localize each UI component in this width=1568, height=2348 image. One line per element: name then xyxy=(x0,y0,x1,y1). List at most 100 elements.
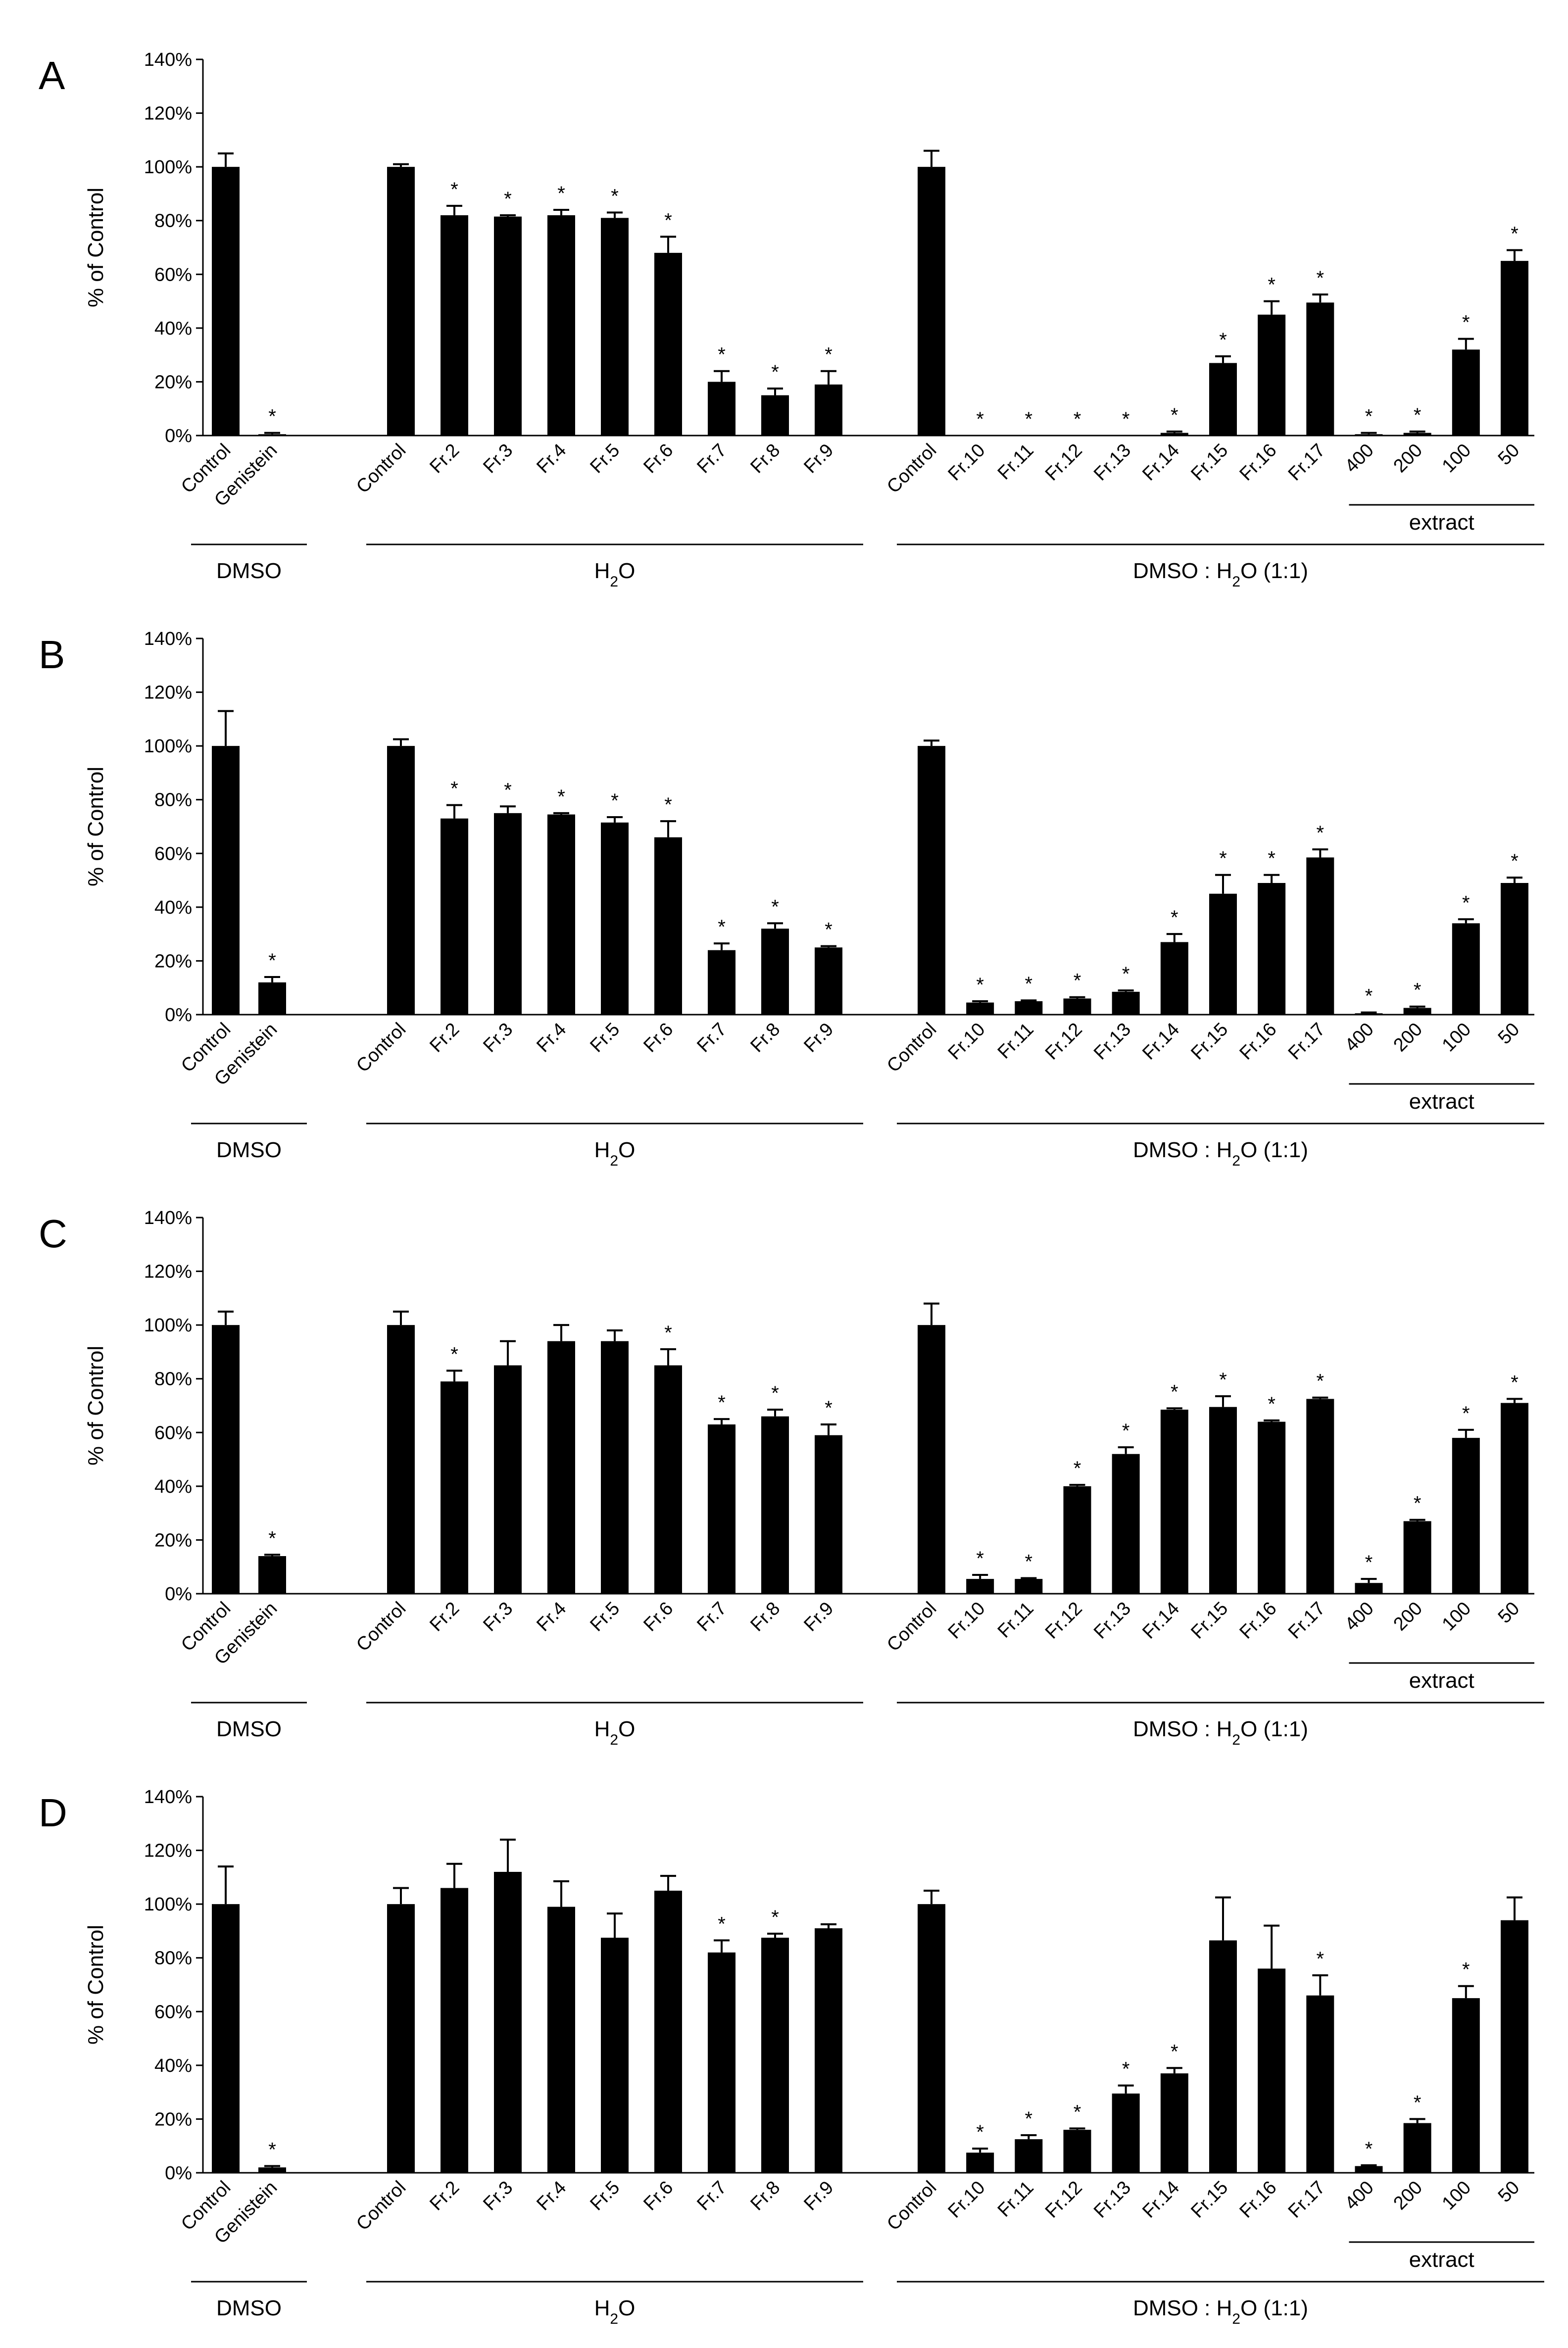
significance-star: * xyxy=(718,916,726,938)
chart-panel-A: A % of Control 0% 20% 40% 60% 80% 100% 120% 140% *… xyxy=(39,49,1544,590)
x-tick-label: Fr.6 xyxy=(639,1598,677,1636)
bar-D-21 xyxy=(1403,2123,1431,2173)
significance-star: * xyxy=(1171,2041,1178,2062)
significance-star: * xyxy=(825,919,833,941)
significance-star: * xyxy=(825,1397,833,1419)
x-tick-label: Fr.15 xyxy=(1187,1598,1232,1643)
x-tick-label: Fr.12 xyxy=(1041,1598,1086,1643)
significance-star: * xyxy=(1317,1370,1324,1392)
x-tick-label: Fr.3 xyxy=(479,1019,517,1057)
bar-B-14 xyxy=(1063,998,1091,1015)
significance-star: * xyxy=(1462,1959,1470,1981)
x-tick-label: 200 xyxy=(1389,1598,1426,1635)
x-tick-label: Fr.14 xyxy=(1138,440,1183,485)
group-label: DMSO xyxy=(216,1138,282,1162)
x-tick-label: Fr.15 xyxy=(1187,1019,1232,1064)
x-tick-label: Fr.4 xyxy=(533,1019,570,1057)
x-tick-label: Fr.8 xyxy=(746,1019,784,1057)
y-tick-label: 0% xyxy=(165,426,192,446)
x-tick-label: Fr.3 xyxy=(479,1598,517,1636)
x-tick-label: Fr.13 xyxy=(1090,1019,1135,1064)
x-tick-label: Fr.2 xyxy=(426,2177,463,2215)
significance-star: * xyxy=(1122,1420,1130,1442)
bar-B-3 xyxy=(441,818,468,1015)
significance-star: * xyxy=(1414,2092,1421,2113)
y-tick-label: 0% xyxy=(165,2163,192,2184)
bar-A-23 xyxy=(1501,261,1528,436)
x-tick-label: Fr.5 xyxy=(586,1019,624,1057)
x-tick-label: Fr.17 xyxy=(1284,2177,1329,2222)
bar-B-20 xyxy=(1355,1013,1383,1015)
group-label: DMSO : H2O (1:1) xyxy=(1133,1138,1308,1169)
x-tick-label: Fr.10 xyxy=(944,1019,989,1064)
bar-B-17 xyxy=(1209,893,1237,1015)
y-tick-label: 40% xyxy=(154,897,192,918)
bar-D-17 xyxy=(1209,1940,1237,2173)
x-tick-label: Fr.2 xyxy=(426,1598,463,1636)
extract-label: extract xyxy=(1409,2248,1474,2272)
significance-star: * xyxy=(1511,223,1519,245)
extract-label: extract xyxy=(1409,1089,1474,1114)
bar-B-13 xyxy=(1015,1001,1043,1015)
group-label: H2O xyxy=(594,1138,636,1169)
x-tick-label: Fr.13 xyxy=(1090,1598,1135,1643)
group-label: DMSO : H2O (1:1) xyxy=(1133,1717,1308,1748)
x-tick-label: Fr.2 xyxy=(426,440,463,478)
bar-A-8 xyxy=(708,382,735,436)
y-axis-label: % of Control xyxy=(84,767,108,886)
significance-star: * xyxy=(1025,973,1033,995)
significance-star: * xyxy=(1365,985,1373,1007)
x-tick-label: Fr.4 xyxy=(533,1598,570,1636)
x-tick-label: 50 xyxy=(1494,1598,1524,1628)
bar-C-23 xyxy=(1501,1403,1528,1594)
panel-letter: D xyxy=(39,1791,67,1835)
bar-C-12 xyxy=(966,1579,994,1594)
y-tick-label: 80% xyxy=(154,1948,192,1969)
significance-star: * xyxy=(557,786,565,808)
x-tick-label: Fr.6 xyxy=(639,1019,677,1057)
bar-A-10 xyxy=(815,384,842,436)
significance-star: * xyxy=(976,1548,984,1569)
bar-B-9 xyxy=(761,929,789,1015)
x-tick-label: Control xyxy=(883,1019,940,1076)
y-tick-label: 140% xyxy=(144,1787,192,1808)
significance-star: * xyxy=(771,361,779,383)
x-tick-label: Fr.17 xyxy=(1284,1598,1329,1643)
x-tick-label: Control xyxy=(883,2177,940,2235)
significance-star: * xyxy=(1122,408,1130,430)
bar-A-19 xyxy=(1306,302,1334,436)
y-tick-label: 40% xyxy=(154,318,192,339)
y-tick-label: 60% xyxy=(154,2002,192,2022)
y-tick-label: 60% xyxy=(154,264,192,285)
significance-star: * xyxy=(1462,312,1470,334)
bar-D-19 xyxy=(1306,1995,1334,2173)
significance-star: * xyxy=(268,2139,276,2160)
bar-C-15 xyxy=(1112,1454,1140,1594)
bar-A-2 xyxy=(387,167,415,436)
x-tick-label: Fr.7 xyxy=(693,440,731,478)
significance-star: * xyxy=(1219,848,1227,870)
x-tick-label: Control xyxy=(352,1019,410,1076)
significance-star: * xyxy=(1317,267,1324,289)
bar-D-7 xyxy=(654,1891,682,2173)
significance-star: * xyxy=(718,1392,726,1414)
bar-D-2 xyxy=(387,1904,415,2173)
x-tick-label: Control xyxy=(352,1598,410,1656)
y-tick-label: 140% xyxy=(144,629,192,649)
significance-star: * xyxy=(611,185,619,207)
panel-letter: C xyxy=(39,1212,67,1256)
significance-star: * xyxy=(1122,2058,1130,2080)
x-tick-label: Fr.12 xyxy=(1041,2177,1086,2222)
bar-D-0 xyxy=(212,1904,240,2173)
bar-D-18 xyxy=(1258,1968,1286,2173)
bar-D-15 xyxy=(1112,2093,1140,2173)
y-tick-label: 100% xyxy=(144,736,192,757)
bar-A-11 xyxy=(918,167,945,436)
x-tick-label: Fr.10 xyxy=(944,440,989,485)
bar-C-11 xyxy=(918,1325,945,1594)
x-tick-label: Fr.9 xyxy=(800,440,837,478)
bar-C-10 xyxy=(815,1435,842,1594)
significance-star: * xyxy=(1074,2101,1081,2123)
bar-C-9 xyxy=(761,1416,789,1594)
x-tick-label: Fr.12 xyxy=(1041,1019,1086,1064)
